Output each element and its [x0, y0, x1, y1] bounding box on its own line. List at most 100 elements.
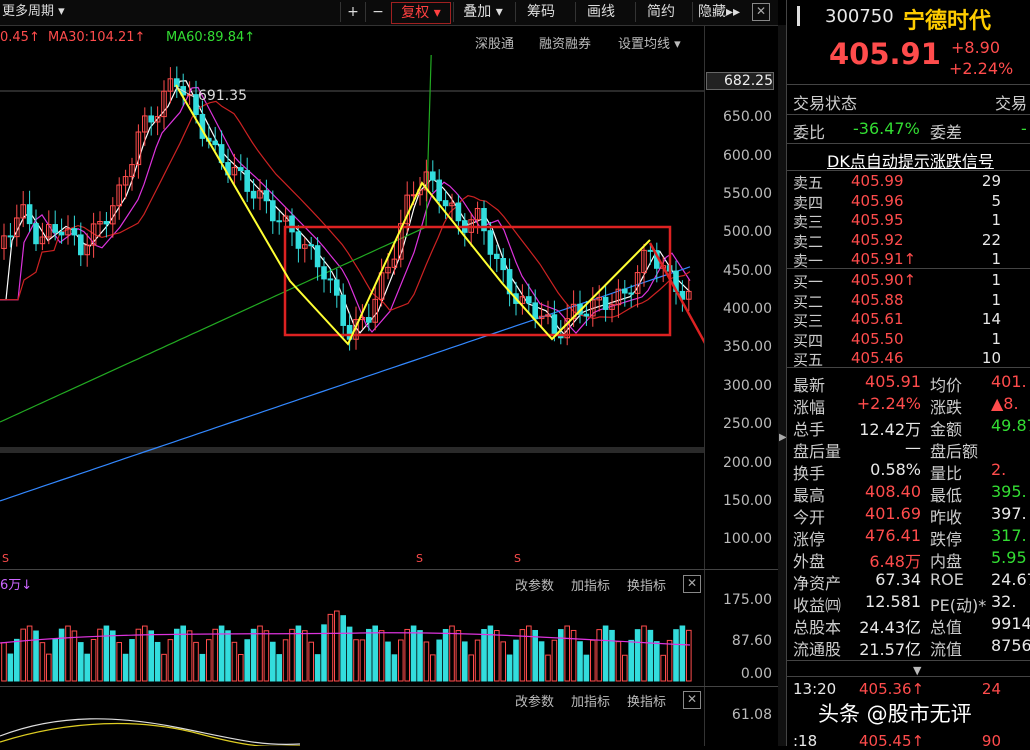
- volume-bar: [366, 628, 372, 682]
- ind-gaicanshu-button[interactable]: 改参数: [515, 695, 555, 710]
- divider: [787, 143, 1030, 144]
- chouma-button[interactable]: 筹码: [515, 2, 566, 22]
- volume-bar: [231, 641, 238, 682]
- stat-value: 0.58%: [870, 460, 921, 479]
- candle: [129, 157, 135, 191]
- candle: [58, 218, 65, 244]
- volume-bar: [481, 629, 487, 682]
- close-icon[interactable]: ✕: [683, 691, 701, 709]
- chevron-down-icon: ▾: [58, 4, 65, 19]
- candle: [449, 193, 455, 220]
- zoom-in-button[interactable]: +: [340, 2, 365, 22]
- volume-bar: [257, 625, 263, 682]
- volume-bar: [58, 628, 65, 682]
- volume-bar: [186, 630, 193, 682]
- vol-gaicanshu-button[interactable]: 改参数: [515, 579, 555, 594]
- stat-value: 49.87: [991, 416, 1030, 435]
- volume-bar: [455, 630, 462, 682]
- volume-bar: [302, 630, 308, 682]
- candle: [430, 160, 436, 193]
- ma-line: [0, 266, 691, 502]
- price-tick: 150.00: [723, 493, 772, 509]
- shezhi-link[interactable]: 设置均线 ▾: [618, 33, 681, 52]
- candle: [641, 243, 647, 287]
- volume-bar: [398, 639, 404, 682]
- candle: [321, 257, 327, 293]
- stat-value: 408.40: [865, 482, 921, 501]
- signal-s-icon: S: [514, 552, 521, 565]
- ind-jiazhibiao-button[interactable]: 加指标: [571, 695, 611, 710]
- candlestick-chart[interactable]: 691.35 S S S: [0, 55, 704, 570]
- volume-bar: [526, 625, 532, 682]
- volume-bar: [14, 638, 20, 682]
- volume-bar: [250, 628, 257, 682]
- stat-label: 流值: [930, 640, 963, 659]
- candle: [519, 284, 526, 315]
- volume-bar: [538, 641, 545, 682]
- price-tick: 200.00: [723, 455, 772, 471]
- shengutong-link[interactable]: 深股通: [475, 37, 515, 52]
- volume-bar: [161, 653, 167, 682]
- watermark: 头条 @股市无评: [818, 698, 972, 728]
- bid-volume: 1: [991, 271, 1001, 289]
- candle: [26, 190, 33, 232]
- candle: [302, 237, 308, 263]
- volume-chart[interactable]: [0, 595, 704, 685]
- stat-value: 8756: [991, 636, 1030, 655]
- volume-bar: [558, 629, 564, 682]
- ask-volume: 29: [981, 172, 1001, 190]
- volume-bar: [442, 628, 449, 682]
- candle: [52, 210, 59, 241]
- yincang-button[interactable]: 隐藏▸▸: [692, 2, 745, 22]
- stat-value: 395.: [991, 482, 1027, 501]
- panel-splitter[interactable]: [778, 25, 786, 746]
- candle: [442, 190, 449, 219]
- stat-label: 最高: [793, 486, 826, 505]
- candle: [295, 225, 302, 263]
- huaxian-button[interactable]: 画线: [575, 2, 626, 22]
- ask-volume: 22: [981, 230, 1001, 249]
- bid-volume: 1: [991, 290, 1001, 309]
- chevron-down-icon[interactable]: ▼: [913, 664, 922, 677]
- fuquan-button[interactable]: 复权 ▾: [391, 2, 451, 24]
- volume-bar: [116, 642, 123, 682]
- yincang-label: 隐藏: [697, 4, 726, 20]
- volume-tick: 0.00: [740, 666, 772, 682]
- stat-label: 流通股: [793, 640, 842, 659]
- candle: [398, 209, 404, 268]
- bid-volume: 1: [991, 329, 1001, 348]
- volume-bar: [634, 629, 641, 682]
- bid-label: 买二: [793, 292, 824, 311]
- volume-bar: [660, 654, 667, 682]
- jianjie-button[interactable]: 简约: [635, 2, 686, 22]
- rongzi-link[interactable]: 融资融券: [539, 37, 592, 52]
- tick-volume: 90: [981, 732, 1001, 750]
- candle: [570, 290, 577, 327]
- divider: [787, 114, 1030, 115]
- ind-huanzhibiao-button[interactable]: 换指标: [627, 695, 667, 710]
- vol-huanzhibiao-button[interactable]: 换指标: [627, 579, 667, 594]
- ma-line: [0, 86, 691, 334]
- volume-bar: [590, 639, 596, 682]
- indicator-chart[interactable]: [0, 708, 704, 746]
- volume-bar: [583, 654, 590, 682]
- diejia-button[interactable]: 叠加 ▾: [453, 2, 512, 22]
- close-icon[interactable]: ✕: [752, 3, 770, 21]
- candle: [481, 200, 487, 245]
- close-icon[interactable]: ✕: [683, 575, 701, 593]
- ma-first-value: 0.45↑: [0, 30, 40, 45]
- candle: [122, 169, 129, 200]
- vol-jiazhibiao-button[interactable]: 加指标: [571, 579, 611, 594]
- candle: [250, 179, 257, 210]
- stat-value: 401.69: [865, 504, 921, 523]
- dk-signal-link[interactable]: DK点自动提示涨跌信号: [827, 152, 994, 171]
- volume-bar: [135, 628, 142, 682]
- candle: [340, 283, 346, 338]
- period-selector[interactable]: 更多周期 ▾: [0, 2, 65, 22]
- zoom-out-button[interactable]: −: [365, 2, 390, 22]
- trade-status-label: 交易状态: [793, 94, 858, 113]
- volume-bar: [359, 639, 366, 682]
- collapse-arrow-icon[interactable]: ▶: [779, 432, 787, 443]
- volume-bar: [78, 642, 84, 682]
- stat-label: 昨收: [930, 508, 963, 527]
